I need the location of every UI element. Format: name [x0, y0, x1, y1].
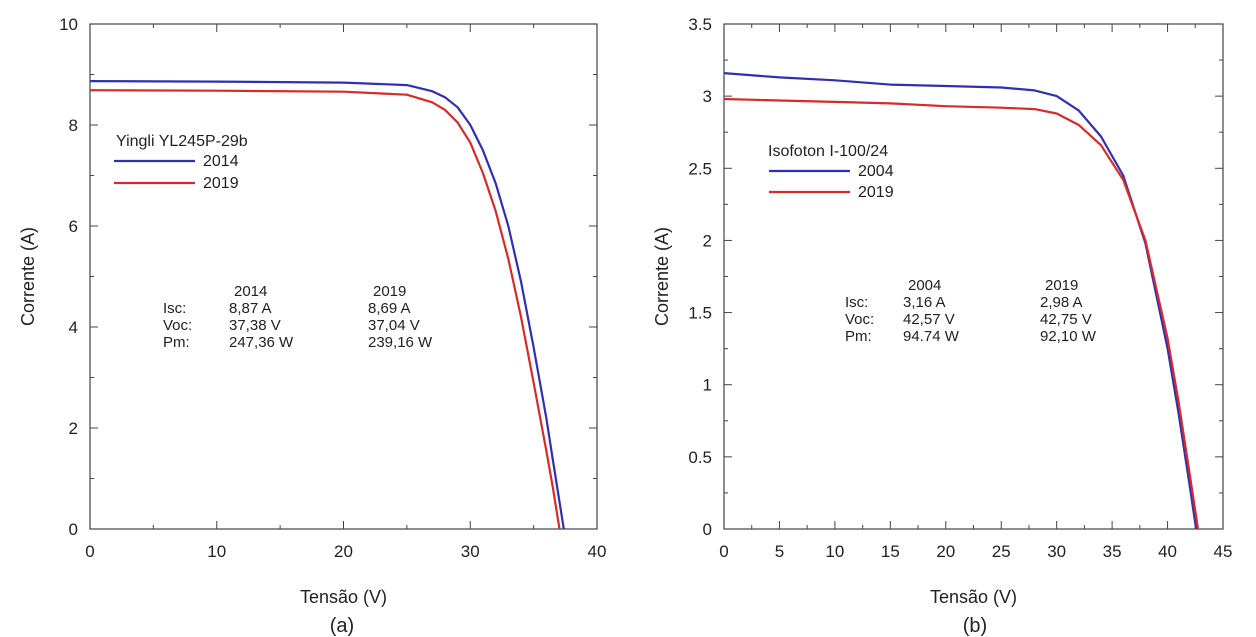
table-cell: 239,16 W — [368, 334, 433, 351]
y-tick-label: 3 — [703, 87, 712, 106]
y-tick-label: 2 — [69, 419, 78, 438]
table-cell: Isc: — [845, 294, 868, 311]
y-tick-label: 0 — [703, 520, 712, 539]
table-cell: Pm: — [845, 328, 872, 345]
legend-label-2014: 2014 — [203, 153, 239, 170]
legend-title: Yingli YL245P-29b — [116, 133, 248, 150]
table-cell: 37,04 V — [368, 317, 420, 334]
y-tick-label: 3.5 — [688, 15, 712, 34]
table-cell: Isc: — [163, 300, 186, 317]
x-tick-label: 40 — [588, 542, 607, 561]
panel-label: (a) — [330, 615, 354, 637]
table-cell: 92,10 W — [1040, 328, 1097, 345]
y-axis-title: Corrente (A) — [18, 227, 38, 326]
x-tick-label: 20 — [936, 542, 955, 561]
x-axis-title: Tensão (V) — [930, 587, 1017, 607]
chart-panel-b: 0 5 10 15 20 25 30 35 40 45 0 0.5 1 1.5 2 2.5 3 3.5 Tensão… — [652, 15, 1232, 637]
legend-label-2019: 2019 — [858, 184, 894, 201]
panel-label: (b) — [963, 615, 987, 637]
series-line-2019 — [89, 89, 561, 530]
y-tick-label: 0 — [69, 520, 78, 539]
table-cell: Voc: — [845, 311, 874, 328]
legend-label-2019: 2019 — [203, 175, 239, 192]
x-tick-label: 30 — [461, 542, 480, 561]
x-tick-label: 5 — [775, 542, 784, 561]
x-tick-label: 20 — [334, 542, 353, 561]
table-cell: Voc: — [163, 317, 192, 334]
series-line-2014 — [89, 80, 565, 530]
x-tick-label: 30 — [1047, 542, 1066, 561]
table-header: 2004 — [908, 277, 941, 294]
plot-frame — [723, 23, 1224, 530]
y-tick-label: 4 — [69, 318, 78, 337]
table-header: 2019 — [373, 283, 406, 300]
table-cell: 94.74 W — [903, 328, 960, 345]
y-tick-label: 2.5 — [688, 159, 712, 178]
x-tick-label: 0 — [85, 542, 94, 561]
table-cell: 3,16 A — [903, 294, 946, 311]
series-line-2019 — [723, 97, 1200, 530]
x-tick-label: 35 — [1103, 542, 1122, 561]
x-tick-label: 45 — [1214, 542, 1233, 561]
legend-label-2004: 2004 — [858, 163, 894, 180]
table-cell: 2,98 A — [1040, 294, 1083, 311]
legend-title: Isofoton I-100/24 — [768, 143, 888, 160]
y-tick-label: 8 — [69, 116, 78, 135]
series-line-2004 — [723, 72, 1198, 530]
table-cell: Pm: — [163, 334, 190, 351]
y-tick-label: 10 — [59, 15, 78, 34]
table-cell: 37,38 V — [229, 317, 281, 334]
y-tick-label: 2 — [703, 231, 712, 250]
table-cell: 42,75 V — [1040, 311, 1092, 328]
table-cell: 42,57 V — [903, 311, 955, 328]
x-tick-label: 10 — [825, 542, 844, 561]
y-axis-title: Corrente (A) — [652, 227, 672, 326]
table-header: 2014 — [234, 283, 267, 300]
x-tick-label: 40 — [1158, 542, 1177, 561]
x-tick-label: 0 — [719, 542, 728, 561]
x-tick-label: 15 — [881, 542, 900, 561]
x-axis-title: Tensão (V) — [300, 587, 387, 607]
y-tick-label: 1.5 — [688, 304, 712, 323]
y-tick-label: 1 — [703, 376, 712, 395]
table-cell: 247,36 W — [229, 334, 294, 351]
y-tick-label: 0.5 — [688, 448, 712, 467]
y-tick-label: 6 — [69, 217, 78, 236]
table-header: 2019 — [1045, 277, 1078, 294]
table-cell: 8,69 A — [368, 300, 411, 317]
x-tick-label: 10 — [207, 542, 226, 561]
table-cell: 8,87 A — [229, 300, 272, 317]
x-tick-label: 25 — [992, 542, 1011, 561]
chart-panel-a: 0 10 20 30 40 0 2 4 6 8 10 Tensão (V) Corrente (A) Yi… — [18, 15, 606, 637]
